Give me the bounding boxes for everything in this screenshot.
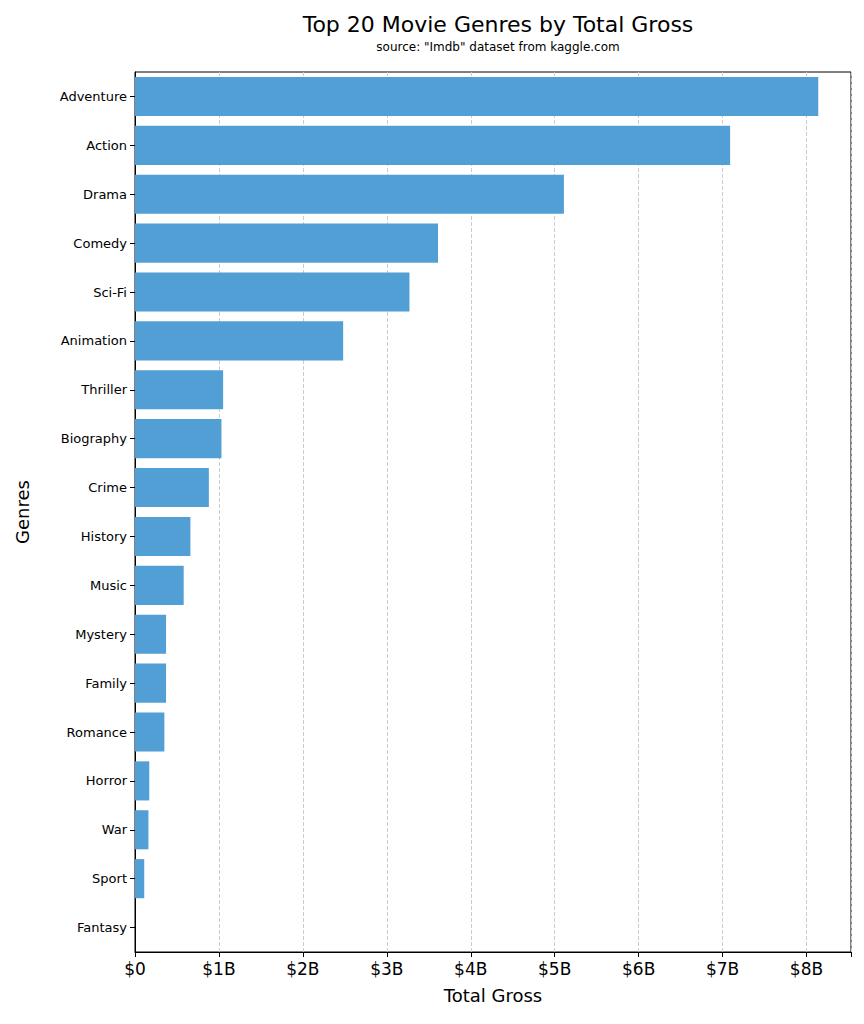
svg-text:Mystery: Mystery [75,627,127,642]
svg-text:Total Gross: Total Gross [443,985,542,1006]
svg-text:Sci-Fi: Sci-Fi [93,285,127,300]
svg-text:$7B: $7B [706,959,739,979]
svg-text:$5B: $5B [538,959,571,979]
svg-text:Top 20 Movie Genres by Total G: Top 20 Movie Genres by Total Gross [302,12,694,37]
svg-text:Action: Action [86,138,127,153]
svg-text:Biography: Biography [61,431,128,446]
svg-text:Family: Family [85,676,127,691]
svg-text:$4B: $4B [454,959,487,979]
svg-text:Drama: Drama [83,187,127,202]
svg-text:$8B: $8B [790,959,823,979]
svg-text:$3B: $3B [370,959,403,979]
svg-text:Sport: Sport [92,871,127,886]
svg-text:Music: Music [90,578,127,593]
svg-text:Thriller: Thriller [80,382,127,397]
svg-text:War: War [102,822,128,837]
svg-text:Crime: Crime [88,480,127,495]
svg-text:Horror: Horror [86,773,128,788]
svg-text:Romance: Romance [67,725,127,740]
svg-text:History: History [81,529,128,544]
svg-text:source: "Imdb" dataset from ka: source: "Imdb" dataset from kaggle.com [376,40,619,54]
svg-text:Genres: Genres [12,480,33,544]
svg-text:$6B: $6B [622,959,655,979]
svg-text:Fantasy: Fantasy [77,920,127,935]
svg-text:$0: $0 [124,959,146,979]
svg-text:$2B: $2B [286,959,319,979]
svg-text:Adventure: Adventure [60,89,127,104]
svg-text:Comedy: Comedy [73,236,127,251]
svg-text:$1B: $1B [202,959,235,979]
svg-text:Animation: Animation [61,333,127,348]
